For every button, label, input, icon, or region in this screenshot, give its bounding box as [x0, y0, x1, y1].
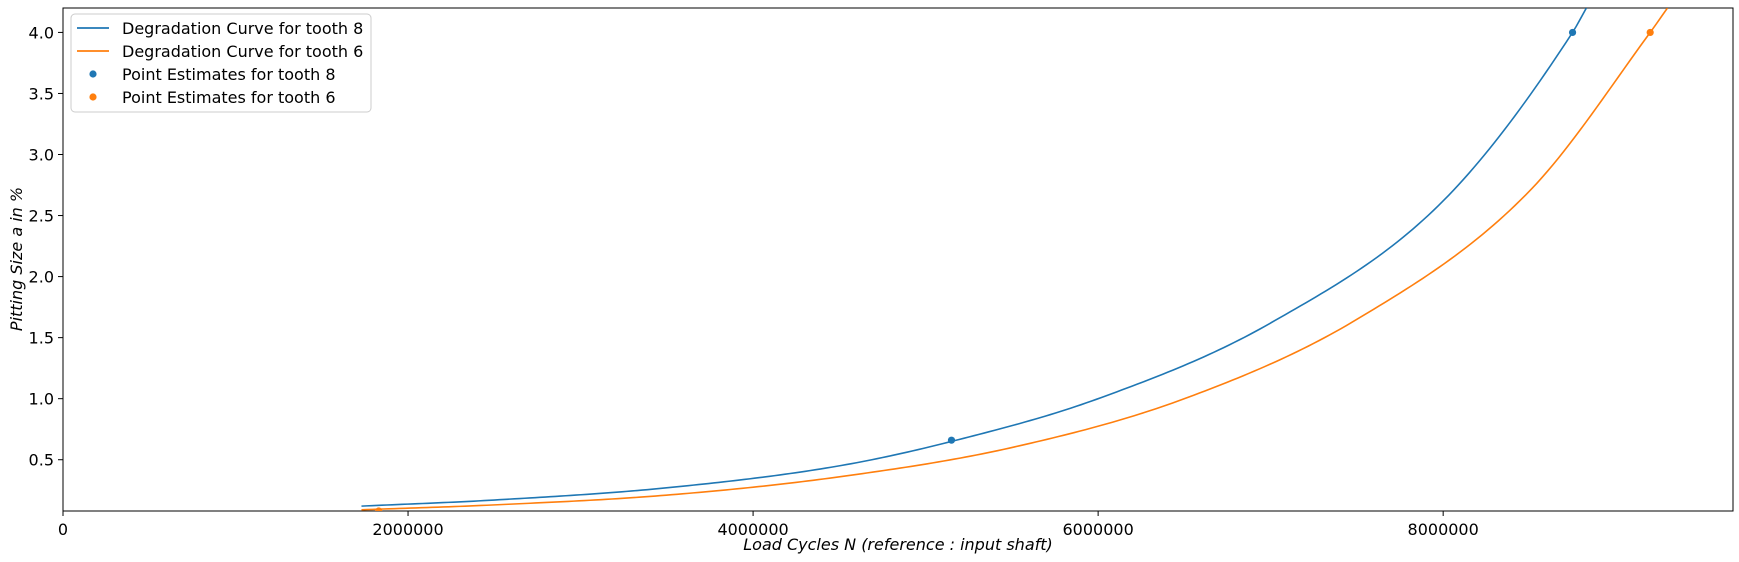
x-tick-label: 2000000	[372, 520, 443, 539]
legend-entry: Point Estimates for tooth 8	[122, 65, 336, 84]
legend-entry: Degradation Curve for tooth 8	[122, 19, 363, 38]
y-axis-label: Pitting Size a in %	[7, 187, 26, 331]
x-tick-label: 4000000	[717, 520, 788, 539]
series-line-2	[361, 8, 1669, 511]
data-point-4-1	[375, 507, 383, 511]
data-point-4-2	[1646, 28, 1654, 37]
x-tick-label: 0	[58, 520, 68, 539]
legend-dot-marker	[89, 93, 97, 101]
series-layer	[361, 8, 1669, 511]
y-tick-label: 1.0	[29, 390, 54, 409]
data-point-3-1	[947, 436, 956, 444]
data-point-3-2	[1568, 28, 1577, 37]
y-tick-label: 1.5	[29, 329, 54, 348]
y-tick-label: 2.5	[29, 207, 54, 226]
x-axis-ticks: 0 2000000 4000000 6000000 8000000	[58, 511, 1479, 539]
y-axis-ticks: 0.5 1.0 1.5 2.0 2.5 3.0 3.5 4.0	[29, 23, 63, 470]
y-tick-label: 2.0	[29, 268, 54, 287]
series-line-1	[361, 8, 1588, 507]
legend: Degradation Curve for tooth 8 Degradation…	[70, 13, 372, 113]
legend-entry: Point Estimates for tooth 6	[122, 88, 336, 107]
x-tick-label: 6000000	[1062, 520, 1133, 539]
y-tick-label: 3.5	[29, 84, 54, 103]
legend-box	[70, 13, 372, 113]
x-axis-label: Load Cycles N (reference : input shaft)	[743, 535, 1053, 554]
y-tick-label: 3.0	[29, 146, 54, 165]
legend-dot-marker	[89, 70, 97, 78]
y-tick-label: 4.0	[29, 23, 54, 42]
legend-entry: Degradation Curve for tooth 6	[122, 42, 363, 61]
x-tick-label: 8000000	[1408, 520, 1479, 539]
y-tick-label: 0.5	[29, 451, 54, 470]
